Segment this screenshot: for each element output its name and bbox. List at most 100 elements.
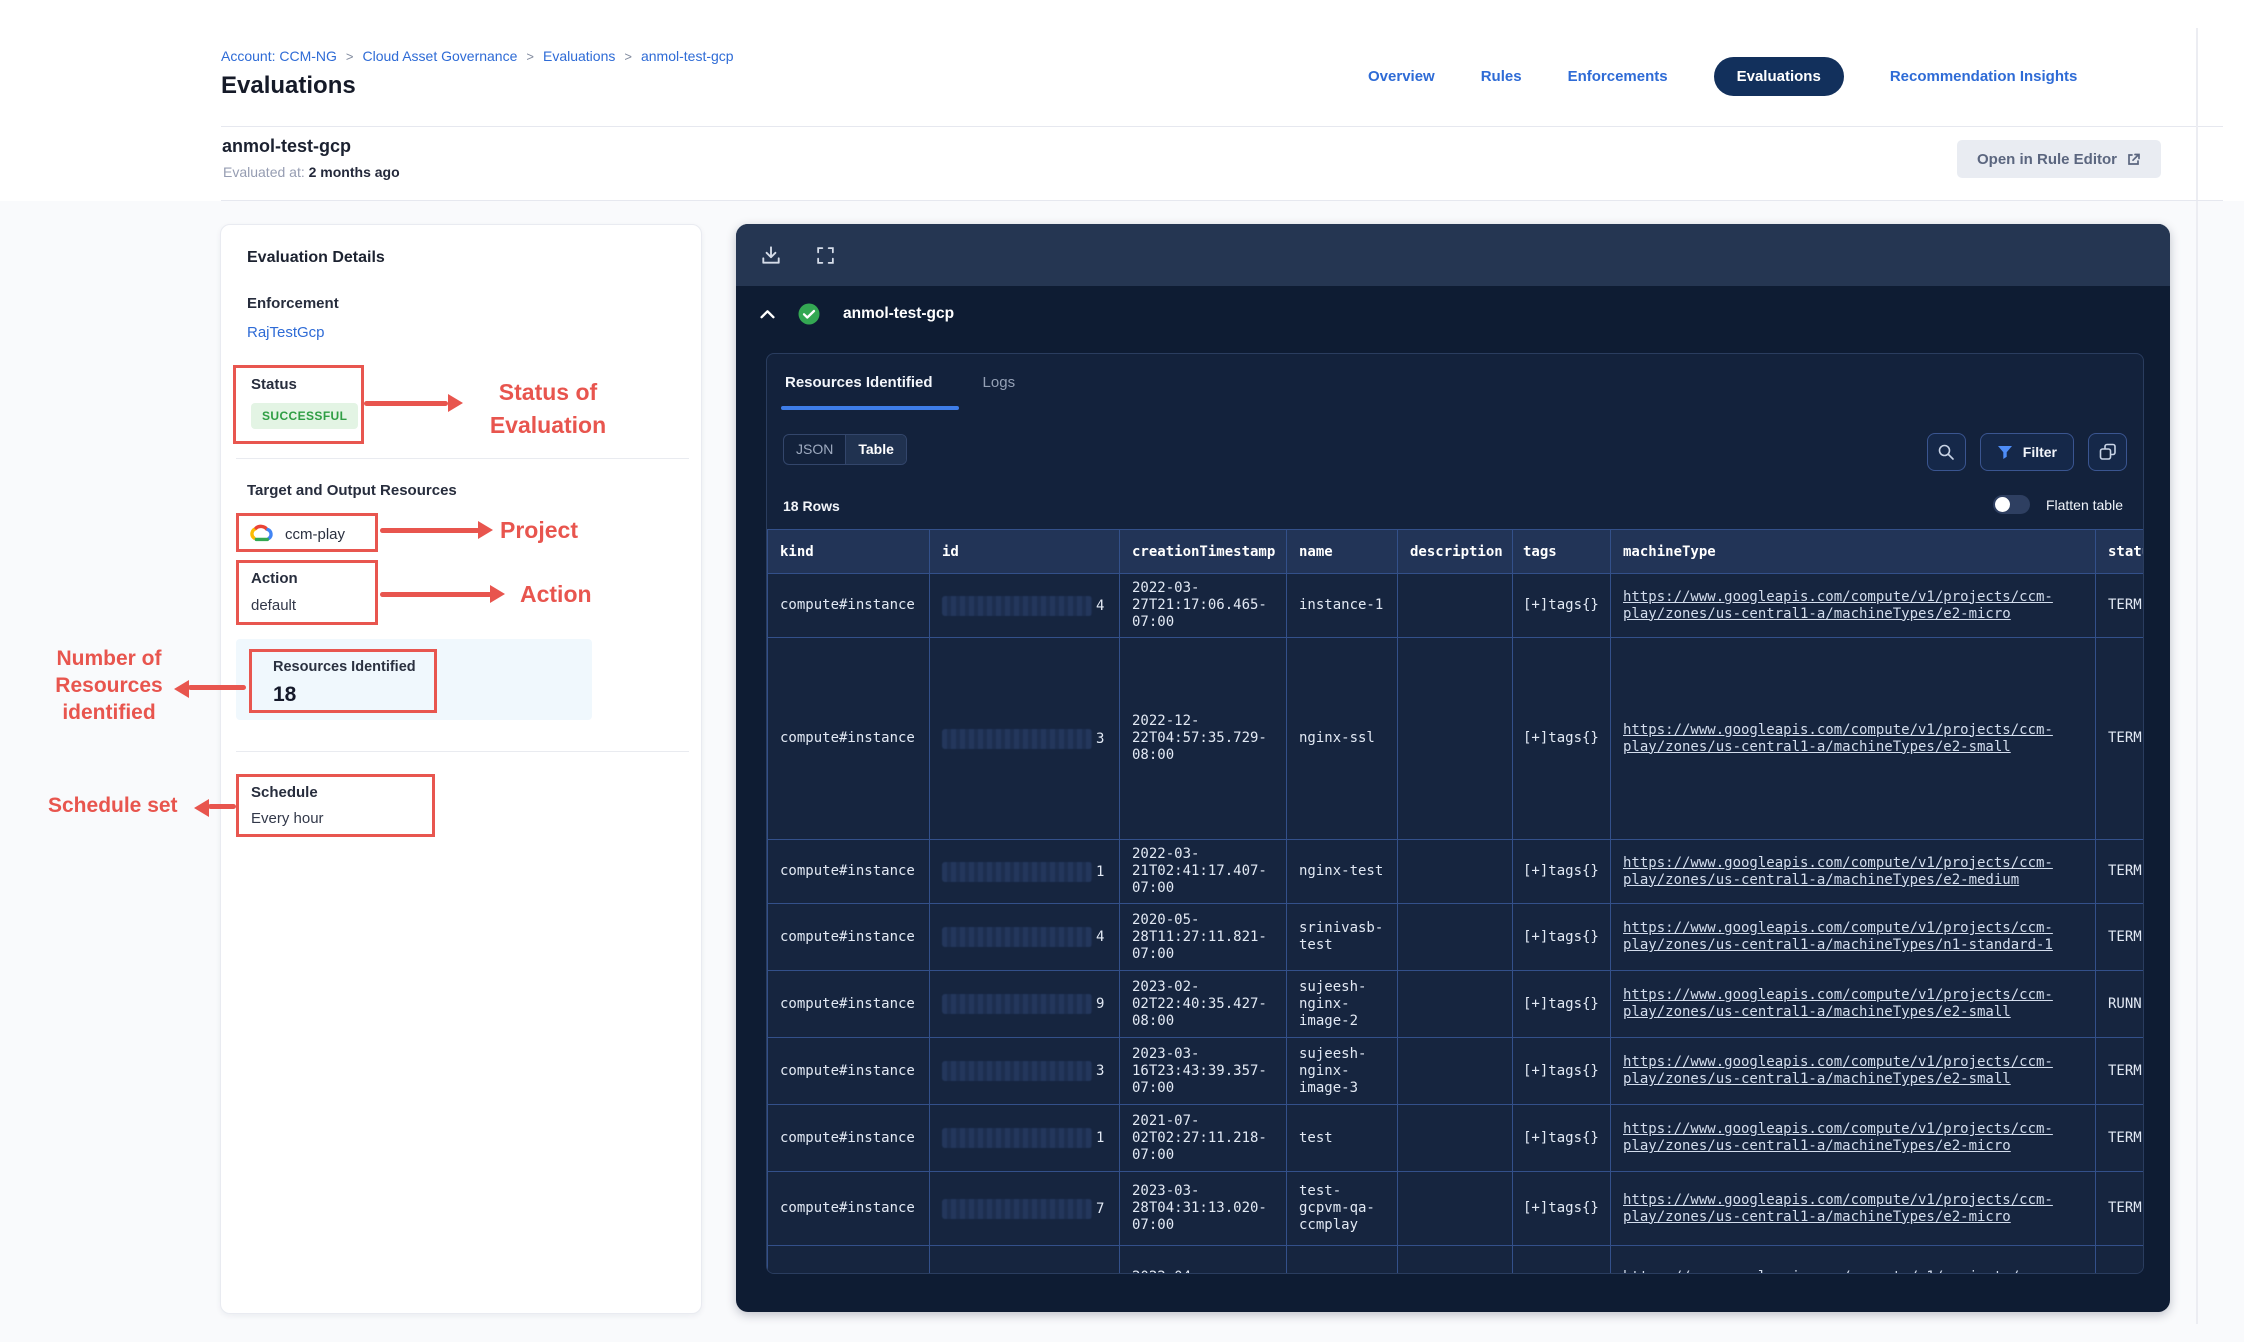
nav-tab-enforcements[interactable]: Enforcements — [1567, 67, 1668, 85]
cell-machineType: https://www.googleapis.com/compute/v1/pr… — [1610, 637, 2096, 840]
tags-expander[interactable]: [+]tags{} — [1512, 573, 1611, 638]
resources-annotation-box: Resources Identified 18 — [249, 649, 437, 713]
cell-status: TERMINATED — [2095, 1037, 2143, 1105]
search-button[interactable] — [1926, 433, 1966, 471]
annotation-resources: Number of Resources identified — [55, 647, 163, 724]
cell-name: test-gcpvm-qa-ccmplay — [1286, 1171, 1398, 1246]
tags-expander[interactable]: [+]tags{} — [1512, 839, 1611, 904]
success-check-icon — [797, 302, 821, 326]
evaluated-at-label: Evaluated at: — [223, 164, 305, 180]
machine-type-link[interactable]: https://www.googleapis.com/compute/v1/pr… — [1623, 588, 2053, 622]
flatten-table-label: Flatten table — [2045, 496, 2123, 513]
panel-tabs: Resources Identified Logs — [781, 368, 1019, 397]
collapse-icon[interactable] — [760, 309, 775, 319]
view-toggle-json[interactable]: JSON — [796, 441, 834, 457]
filter-button[interactable]: Filter — [1979, 433, 2074, 471]
cell-status: TERMINATED — [2095, 1104, 2143, 1172]
machine-type-link[interactable]: https://www.googleapis.com/compute/v1/pr… — [1623, 854, 2053, 888]
enforcement-label: Enforcement — [247, 295, 339, 312]
panel-title-row: anmol-test-gcp — [760, 302, 954, 326]
resources-arrow-head — [174, 680, 189, 698]
tags-expander[interactable]: [+]tags{} — [1512, 1171, 1611, 1246]
action-value: default — [251, 597, 297, 614]
cell-description — [1397, 1171, 1513, 1246]
breadcrumb-evaluations[interactable]: Evaluations — [542, 48, 616, 64]
download-icon[interactable] — [758, 242, 784, 268]
status-badge: SUCCESSFUL — [251, 403, 359, 429]
divider — [221, 200, 2223, 201]
cell-kind — [767, 1245, 930, 1273]
cell-creationTimestamp: 2023-03-28T04:31:13.020-07:00 — [1119, 1171, 1287, 1246]
tags-expander[interactable]: [+]tags{} — [1512, 637, 1611, 840]
resources-arrow-line — [188, 685, 246, 690]
machine-type-link[interactable]: https://www.googleapis.com/compute/v1/pr… — [1623, 987, 2053, 1020]
machine-type-link[interactable]: https://www.googleapis.com/compute/v1/pr… — [1623, 1121, 2053, 1154]
project-annotation-box: ccm-play — [236, 513, 378, 552]
column-header-name: name — [1286, 529, 1398, 574]
open-in-rule-editor-button[interactable]: Open in Rule Editor — [1957, 140, 2161, 178]
cell-machineType: https://www.googleapis.com/compute/v1/pr… — [1610, 903, 2096, 971]
cell-machineType: https://www.googleapis.com/compute/v1/pr… — [1610, 1245, 2096, 1274]
status-arrow-head — [448, 394, 463, 412]
table-row: compute#instance 9 2023-02-02T22:40:35.427… — [767, 970, 2143, 1038]
annotation-schedule: Schedule set — [48, 794, 178, 817]
column-header-status: status — [2095, 529, 2143, 574]
status-arrow-line — [364, 401, 448, 406]
machine-type-link[interactable]: https://www.googleapis.com/compute/v1/pr… — [1623, 920, 2053, 953]
cell-kind: compute#instance — [767, 970, 930, 1038]
machine-type-link[interactable]: https://www.googleapis.com/compute/v1/pr… — [1623, 1191, 2053, 1225]
tab-resources-identified[interactable]: Resources Identified — [785, 374, 933, 391]
page-title: Evaluations — [221, 72, 356, 99]
annotation-action: Action — [520, 581, 592, 607]
tags-expander[interactable]: [+]tags{} — [1512, 1104, 1611, 1172]
machine-type-link[interactable]: https://www.googleapis.com/compute/v1/pr… — [1623, 721, 2053, 755]
nav-tab-overview[interactable]: Overview — [1368, 67, 1435, 85]
redacted-id — [942, 728, 1092, 749]
tags-expander[interactable]: [+]tags{} — [1512, 903, 1611, 971]
resources-identified-panel — [236, 639, 592, 720]
column-header-tags: tags — [1512, 529, 1611, 574]
machine-type-link[interactable]: https://www.googleapis.com/compute/v1/pr… — [1623, 1269, 2053, 1274]
cell-description — [1397, 1245, 1513, 1273]
panel-evaluation-title: anmol-test-gcp — [843, 305, 955, 322]
cell-creationTimestamp: 2022-12-22T04:57:35.729-08:00 — [1119, 637, 1287, 840]
column-header-machineType: machineType — [1610, 529, 2096, 574]
project-arrow-head — [478, 521, 493, 539]
cell-id — [929, 1245, 1120, 1273]
tags-expander[interactable]: [+]tags{} — [1512, 1037, 1611, 1105]
nav-tab-recommendation-insights[interactable]: Recommendation Insights — [1889, 67, 2078, 85]
view-toggle-table[interactable]: Table — [845, 435, 906, 464]
fullscreen-icon[interactable] — [812, 242, 838, 268]
nav-tab-rules[interactable]: Rules — [1480, 67, 1522, 85]
cell-machineType: https://www.googleapis.com/compute/v1/pr… — [1610, 573, 2096, 638]
cell-name: nginx-test — [1286, 839, 1398, 904]
table-row: compute#instance 7 2023-03-28T04:31:13.020… — [767, 1171, 2143, 1246]
machine-type-link[interactable]: https://www.googleapis.com/compute/v1/pr… — [1623, 1054, 2053, 1087]
copy-button[interactable] — [2088, 433, 2127, 471]
schedule-annotation-box: Schedule Every hour — [236, 774, 435, 837]
cell-id: 9 — [929, 970, 1120, 1038]
cell-creationTimestamp: 2023-03-16T23:43:39.357-07:00 — [1119, 1037, 1287, 1105]
copy-icon — [2099, 443, 2117, 461]
resources-card: Resources Identified Logs JSON Table — [766, 353, 2144, 1274]
breadcrumb-cloud-asset-governance[interactable]: Cloud Asset Governance — [362, 48, 518, 64]
cell-id: 1 — [929, 839, 1120, 904]
breadcrumb-current[interactable]: anmol-test-gcp — [640, 48, 734, 64]
cell-name: sujeesh-nginx-image-3 — [1286, 1037, 1398, 1105]
external-link-icon — [2126, 152, 2141, 167]
tab-logs[interactable]: Logs — [982, 374, 1016, 391]
tags-expander[interactable]: [+]tags{} — [1512, 970, 1611, 1038]
cell-status: RUNNING — [2095, 970, 2143, 1038]
details-card-title: Evaluation Details — [247, 249, 385, 266]
breadcrumb-account[interactable]: Account: CCM-NG — [221, 48, 337, 64]
flatten-table-toggle[interactable] — [1992, 495, 2030, 514]
cell-creationTimestamp: 2022-04- — [1119, 1245, 1287, 1273]
evaluation-name: anmol-test-gcp — [222, 136, 352, 156]
nav-tab-evaluations[interactable]: Evaluations — [1713, 56, 1844, 96]
cell-description — [1397, 637, 1513, 840]
cell-creationTimestamp: 2022-03-21T02:41:17.407-07:00 — [1119, 839, 1287, 904]
cell-name: instance-1 — [1286, 573, 1398, 638]
enforcement-link[interactable]: RajTestGcp — [247, 324, 325, 341]
cell-tags — [1512, 1245, 1611, 1273]
cell-description — [1397, 573, 1513, 638]
